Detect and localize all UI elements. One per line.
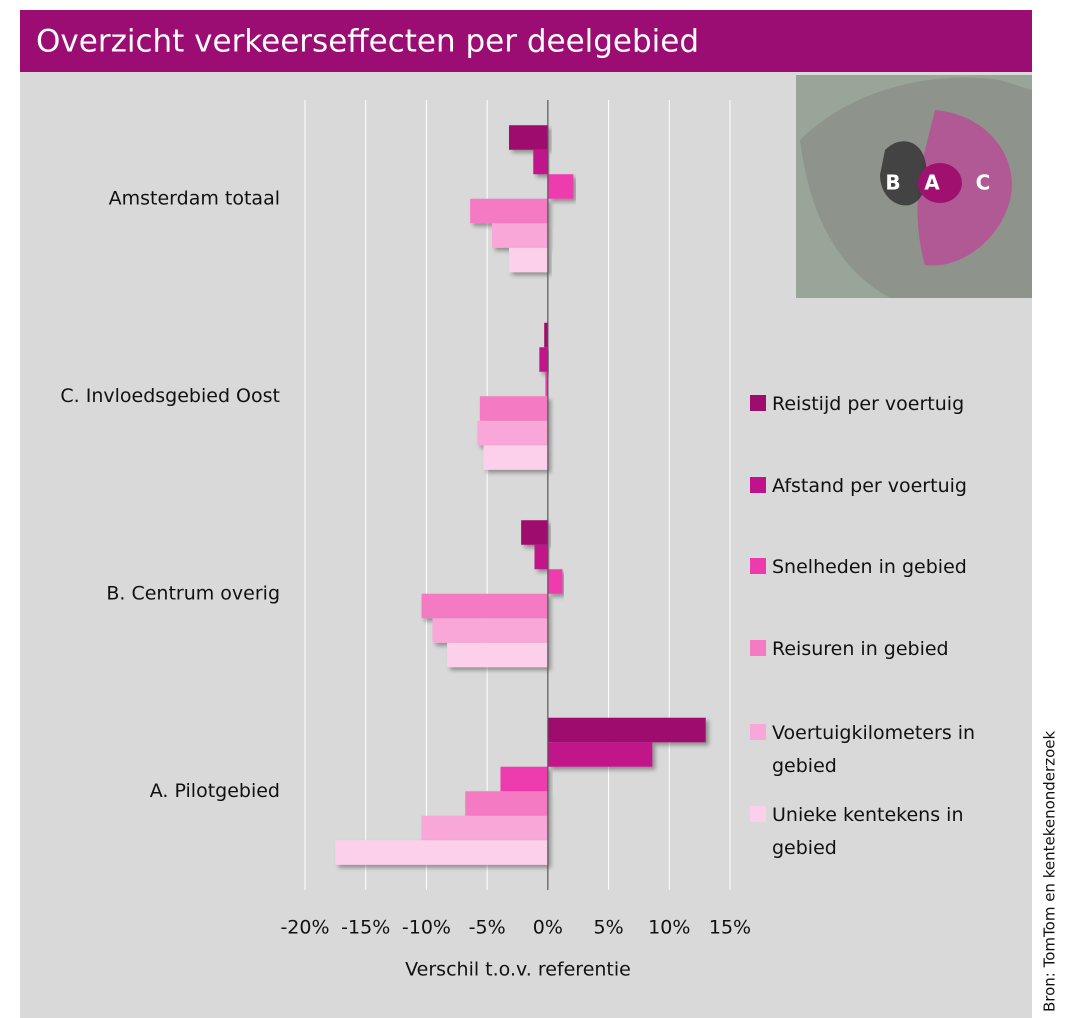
legend-item: Snelheden in gebied	[750, 551, 1020, 584]
chart-title: Overzicht verkeerseffecten per deelgebie…	[36, 24, 699, 60]
map: B A C	[796, 75, 1032, 298]
bar	[470, 199, 548, 224]
bar	[501, 767, 548, 792]
x-tick-label: 0%	[533, 917, 563, 939]
bar	[465, 791, 548, 816]
y-tick-label: A. Pilotgebied	[150, 780, 280, 802]
bar	[335, 840, 548, 865]
bar	[480, 396, 548, 421]
x-axis-label: Verschil t.o.v. referentie	[405, 959, 631, 981]
source: Bron: TomTom en kentekenonderzoek	[1041, 731, 1059, 1012]
legend-label: Reistijd per voertuig	[772, 388, 1012, 421]
bar	[533, 150, 548, 175]
legend-swatch	[750, 558, 766, 574]
legend-label: Voertuigkilometers in gebied	[772, 717, 1012, 783]
legend-swatch	[750, 640, 766, 656]
legend-label: Snelheden in gebied	[772, 551, 1012, 584]
x-tick-label: -10%	[402, 917, 451, 939]
bar	[422, 816, 548, 841]
x-tick-label: 10%	[648, 917, 690, 939]
legend-swatch	[750, 395, 766, 411]
bar	[521, 520, 548, 545]
x-tick-label: -20%	[280, 917, 329, 939]
bar	[492, 223, 548, 248]
chart: Overzicht verkeerseffecten per deelgebie…	[0, 0, 1068, 1018]
legend-swatch	[750, 724, 766, 740]
bar	[447, 643, 548, 668]
legend-swatch	[750, 806, 766, 822]
map-label: A	[924, 171, 940, 195]
legend-item: Afstand per voertuig	[750, 470, 1020, 503]
map-label: C	[976, 171, 991, 195]
x-tick-label: 5%	[593, 917, 623, 939]
x-tick-label: 15%	[709, 917, 751, 939]
y-tick-label: B. Centrum overig	[106, 582, 280, 604]
bar	[509, 125, 548, 150]
bar	[422, 594, 548, 619]
y-tick-label: Amsterdam totaal	[109, 187, 280, 209]
legend-label: Unieke kentekens in gebied	[772, 799, 1012, 865]
legend-swatch	[750, 477, 766, 493]
x-tick-label: -5%	[469, 917, 506, 939]
bar	[539, 347, 548, 372]
legend-item: Unieke kentekens in gebied	[750, 799, 1020, 865]
legend-item: Reisuren in gebied	[750, 633, 1020, 666]
bar	[548, 174, 574, 199]
bar	[548, 742, 652, 767]
bar	[484, 445, 548, 470]
x-tick-label: -15%	[341, 917, 390, 939]
legend-label: Reisuren in gebied	[772, 633, 1012, 666]
legend-label: Afstand per voertuig	[772, 470, 1012, 503]
y-tick-label: C. Invloedsgebied Oost	[60, 385, 280, 407]
page: Overzicht verkeerseffecten per deelgebie…	[0, 0, 1068, 1018]
bar	[433, 618, 548, 643]
map-label: B	[885, 171, 900, 195]
bar	[548, 569, 563, 594]
bar	[548, 718, 706, 743]
legend-item: Reistijd per voertuig	[750, 388, 1020, 421]
bar	[477, 421, 547, 446]
legend-item: Voertuigkilometers in gebied	[750, 717, 1020, 783]
bar	[509, 248, 548, 273]
bar	[535, 545, 548, 570]
